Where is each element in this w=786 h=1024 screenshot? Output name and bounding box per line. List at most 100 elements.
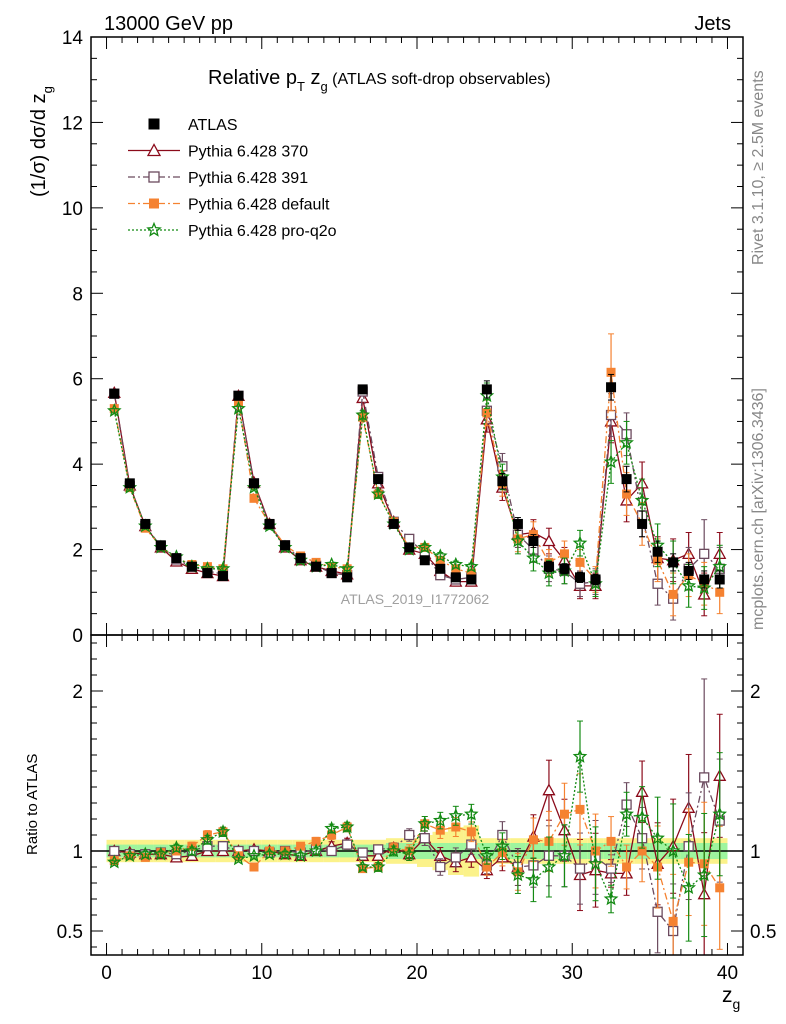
series-line [113, 392, 721, 597]
ratio-point [668, 916, 678, 926]
data-point [606, 382, 617, 393]
ratio-point [169, 840, 184, 855]
ratio-point [495, 838, 510, 853]
ratio-point [715, 883, 725, 893]
data-point [326, 568, 337, 579]
ratio-point [200, 832, 215, 847]
legend-label: ATLAS [188, 117, 238, 134]
legend-entry: Pythia 6.428 391 [128, 170, 308, 187]
y-tick-label: 0 [72, 626, 83, 647]
x-tick-label: 30 [562, 963, 583, 984]
series-pythia-6-428-370 [107, 385, 727, 617]
data-point [324, 556, 339, 571]
data-point [342, 572, 353, 583]
y-tick-label: 6 [72, 370, 83, 391]
ratio-point [464, 850, 478, 863]
data-point [466, 568, 476, 578]
data-point [109, 388, 120, 399]
ratio-point [249, 862, 259, 872]
ratio-point [634, 809, 650, 824]
data-point [696, 580, 712, 595]
data-point [249, 478, 259, 489]
ratio-point [355, 859, 371, 874]
data-point [419, 555, 430, 566]
data-point [542, 534, 556, 547]
ratio-point [401, 846, 417, 861]
ratio-tick-label-right: 1 [750, 842, 761, 863]
data-point [339, 561, 355, 575]
data-point [559, 563, 570, 574]
series-line [113, 395, 721, 589]
ratio-point [541, 859, 557, 874]
ratio-point [652, 906, 663, 917]
data-point [466, 574, 477, 585]
ratio-point [603, 891, 619, 906]
ratio-point [262, 846, 277, 861]
data-point [572, 535, 588, 550]
data-point [634, 492, 650, 507]
ratio-point [339, 819, 355, 834]
data-point [448, 556, 464, 571]
ratio-tick-label-right: 0.5 [750, 922, 776, 943]
mcplots-label: mcplots.cern.ch [arXiv:1306.3436] [750, 388, 767, 630]
ratio-point [233, 851, 243, 861]
ratio-point [542, 783, 556, 796]
data-point [482, 408, 492, 418]
ratio-point [231, 851, 246, 866]
ratio-point [559, 809, 569, 819]
ratio-line [114, 775, 721, 895]
ratio-point [296, 841, 306, 851]
data-point [370, 486, 386, 501]
data-point [202, 568, 213, 579]
ratio-point [637, 846, 647, 856]
data-point [432, 548, 448, 563]
ratio-point [665, 843, 681, 858]
data-point [559, 549, 569, 559]
x-tick-label: 0 [101, 963, 112, 984]
data-point [528, 536, 539, 547]
ratio-point [526, 872, 541, 887]
ratio-point [324, 820, 339, 835]
legend-entry: Pythia 6.428 pro-q2o [128, 221, 337, 240]
ratio-point [341, 839, 353, 850]
data-point [355, 407, 370, 422]
data-point [652, 546, 663, 557]
ratio-point [435, 825, 445, 835]
x-tick-label: 10 [251, 963, 272, 984]
legend-entry: Pythia 6.428 default [128, 197, 330, 214]
series-line [113, 391, 721, 600]
ratio-series-pythia-6-428-pro-q2o [106, 720, 728, 942]
ratio-point [575, 804, 585, 814]
data-point [233, 390, 244, 401]
ratio-point [466, 827, 476, 837]
legend-marker [148, 118, 160, 130]
ratio-tick-label-left: 2 [72, 682, 83, 703]
data-point [668, 557, 679, 568]
data-point [715, 587, 725, 597]
legend-marker [149, 198, 159, 209]
ratio-point [435, 861, 446, 873]
ratio-point [326, 845, 337, 857]
data-point [264, 518, 275, 529]
ratio-point [373, 844, 384, 855]
legend-entry: Pythia 6.428 370 [128, 143, 308, 161]
ratio-point [450, 852, 461, 863]
chart-title: Relative pT zg (ATLAS soft-drop observab… [208, 67, 551, 94]
data-point [622, 489, 632, 499]
ratio-point [217, 841, 229, 852]
ratio-point [606, 836, 616, 846]
ratio-point [137, 846, 153, 861]
data-point [356, 391, 370, 404]
ratio-point [122, 848, 138, 863]
ratio-point [370, 859, 386, 874]
ratio-point [311, 836, 321, 846]
ratio-tick-label-left: 0.5 [57, 922, 83, 943]
header-right-label: Jets [694, 13, 731, 35]
data-point [575, 572, 585, 583]
ratio-point [419, 833, 430, 844]
ratio-point [510, 867, 526, 882]
data-point [450, 572, 461, 583]
ratio-point [293, 848, 308, 863]
